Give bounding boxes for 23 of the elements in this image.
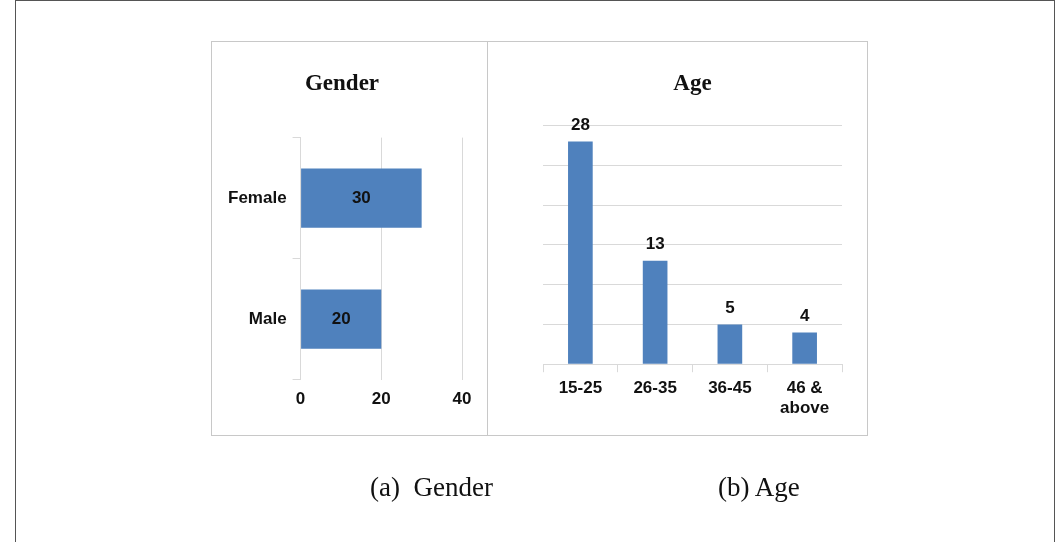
bar	[792, 332, 817, 364]
data-label: 13	[645, 233, 665, 253]
x-tick-label: 40	[452, 389, 472, 409]
x-tick-label: 46 & above	[780, 378, 830, 418]
data-label: 5	[725, 297, 735, 317]
bar	[642, 260, 668, 364]
y-tick-label: Male	[248, 308, 287, 328]
x-tick-label: 36-45	[708, 378, 752, 398]
data-label: 4	[799, 305, 810, 325]
data-label: 30	[351, 187, 371, 207]
chart-title: Gender	[304, 69, 380, 95]
x-tick-label: 0	[295, 389, 306, 409]
text: (b) Age	[718, 472, 800, 503]
y-tick-label: Female	[227, 187, 287, 207]
bar	[717, 324, 743, 364]
chart-title: Age	[673, 69, 712, 95]
text: (a) Gender	[370, 472, 493, 503]
data-label: 20	[331, 308, 351, 328]
x-tick-label: 26-35	[633, 378, 677, 398]
x-tick-label: 20	[371, 389, 391, 409]
data-label: 28	[570, 114, 590, 134]
bar	[568, 141, 593, 364]
x-tick-label: 15-25	[558, 378, 603, 398]
